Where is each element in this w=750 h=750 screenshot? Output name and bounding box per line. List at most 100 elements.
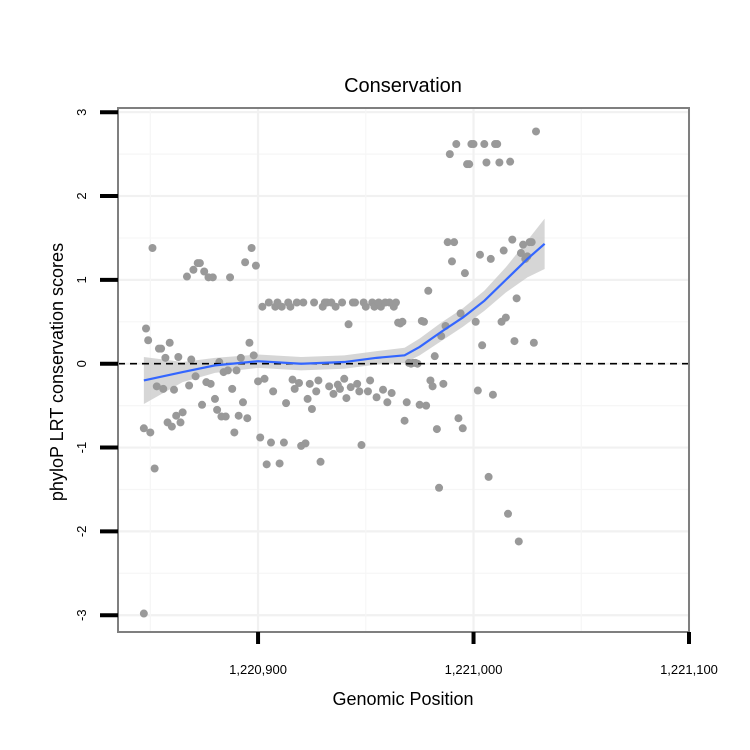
data-point — [428, 382, 437, 391]
data-point — [391, 298, 400, 307]
data-point — [379, 385, 388, 394]
x-tick-label: 1,221,000 — [445, 662, 503, 677]
data-point — [288, 375, 297, 384]
data-point — [488, 390, 497, 399]
data-point — [142, 324, 151, 333]
data-point — [338, 298, 347, 307]
data-point — [454, 414, 463, 423]
data-point — [191, 372, 200, 381]
data-point — [398, 317, 407, 326]
data-point — [355, 387, 364, 396]
data-point — [290, 384, 299, 393]
data-point — [325, 382, 334, 391]
data-point — [512, 294, 521, 303]
data-point — [236, 353, 245, 362]
data-point — [247, 244, 256, 253]
data-point — [157, 344, 166, 353]
data-point — [351, 298, 360, 307]
data-point — [413, 359, 422, 368]
data-point — [495, 158, 504, 167]
data-point — [458, 424, 467, 433]
data-point — [443, 238, 452, 247]
data-point — [504, 509, 513, 518]
data-point — [447, 257, 456, 266]
data-point — [185, 381, 194, 390]
data-point — [170, 385, 179, 394]
data-point — [195, 259, 204, 268]
data-point — [254, 377, 263, 386]
data-point — [245, 338, 254, 347]
data-point — [266, 438, 275, 447]
plot-frame — [117, 107, 690, 633]
y-axis-label: phyloP LRT conservation scores — [47, 243, 67, 501]
data-point — [508, 235, 517, 244]
data-point — [292, 298, 301, 307]
data-point — [299, 298, 308, 307]
data-point — [329, 389, 338, 398]
data-point — [159, 384, 168, 393]
data-point — [357, 441, 366, 450]
data-point — [301, 439, 310, 448]
data-point — [415, 400, 424, 409]
data-point — [200, 267, 209, 276]
data-point — [342, 394, 351, 403]
data-point — [152, 382, 161, 391]
data-point — [353, 379, 362, 388]
chart-title: Conservation — [344, 75, 462, 97]
smooth-trend-layer — [143, 242, 546, 382]
data-point — [366, 376, 375, 385]
data-point — [482, 158, 491, 167]
data-point — [340, 374, 349, 383]
data-point — [527, 238, 536, 247]
data-point — [172, 411, 181, 420]
x-axis: 1,220,900 1,221,000 1,221,100 — [229, 632, 718, 677]
data-point — [471, 317, 480, 326]
data-point — [532, 127, 541, 136]
data-point — [139, 424, 148, 433]
data-point — [445, 150, 454, 159]
y-tick-label: -3 — [74, 609, 89, 621]
data-point — [387, 389, 396, 398]
data-point — [439, 379, 448, 388]
data-point — [165, 338, 174, 347]
x-axis-label: Genomic Position — [332, 689, 473, 709]
data-point — [144, 336, 153, 345]
data-point — [174, 353, 183, 362]
data-point — [501, 313, 510, 322]
data-point — [432, 425, 441, 434]
data-point — [475, 250, 484, 259]
data-point — [303, 394, 312, 403]
data-point — [460, 269, 469, 278]
data-point — [249, 351, 258, 360]
data-point — [264, 298, 273, 307]
data-point — [269, 387, 278, 396]
data-point — [363, 387, 372, 396]
data-point — [139, 609, 148, 618]
data-point — [435, 483, 444, 492]
data-point — [230, 428, 239, 437]
data-point — [310, 298, 319, 307]
data-point — [221, 412, 230, 421]
data-point — [275, 459, 284, 468]
data-point — [419, 317, 428, 326]
data-point — [161, 353, 170, 362]
data-point — [241, 258, 250, 267]
data-point — [469, 140, 478, 149]
data-point — [234, 411, 243, 420]
data-point — [238, 398, 247, 407]
data-point — [226, 273, 235, 282]
data-point — [480, 140, 489, 149]
x-tick-label: 1,220,900 — [229, 662, 287, 677]
data-point — [232, 366, 241, 375]
data-point — [150, 464, 159, 473]
data-point — [519, 240, 528, 249]
data-point — [187, 355, 196, 364]
y-tick-label: 2 — [74, 192, 89, 199]
data-point — [361, 302, 370, 311]
data-point — [465, 160, 474, 169]
data-point — [430, 352, 439, 361]
data-point — [506, 157, 515, 166]
data-point — [228, 384, 237, 393]
data-point — [256, 433, 265, 442]
